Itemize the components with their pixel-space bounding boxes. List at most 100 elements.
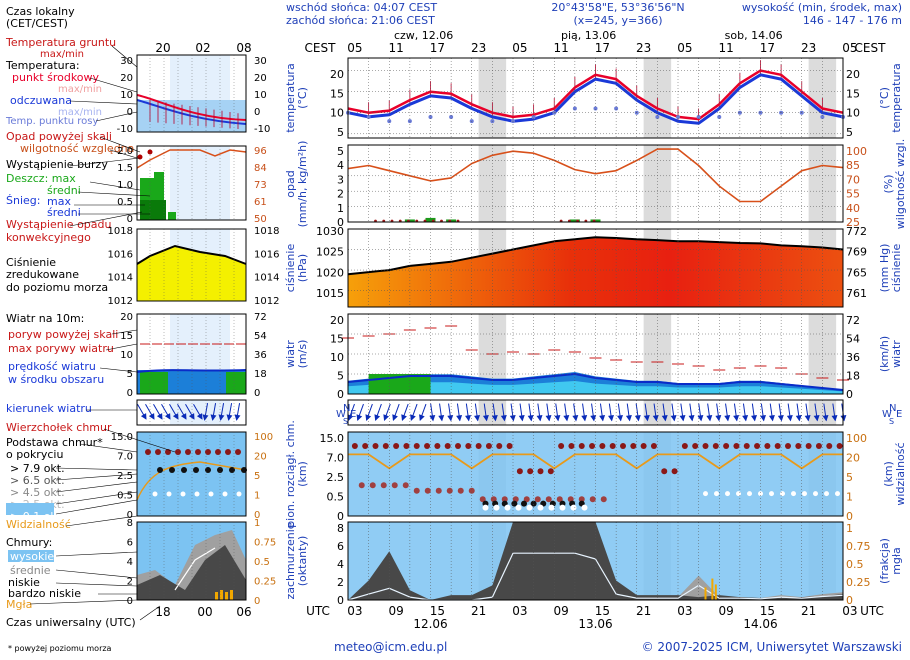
legend-very_low: bardzo niskie [8,587,81,600]
legend-cloud-dot-low [217,467,223,473]
wind-direction-arrow [447,403,454,422]
wind-direction-arrow [643,403,650,422]
legend-tick-right: 18 [254,369,267,380]
legend-tick-left: 2 [127,577,133,588]
cloud-base-dot-high [733,443,740,449]
arrow-head [226,414,233,421]
legend-cloud-dot-low [193,467,199,473]
legend-tick-left: 5 [127,369,133,380]
cloud-base-dot-mid [578,496,585,503]
footnote: * powyżej poziomu morza [8,644,112,653]
legend-frame [136,228,247,302]
legend-leader-line [69,211,143,227]
dew-point [572,106,577,111]
wind-direction-arrow [563,403,570,422]
legend-cloud-dot-thin [236,491,242,497]
legend-tick-left: 0.5 [117,491,133,502]
legend-mid: średnie [10,564,51,577]
arrow-head [661,415,668,422]
legend-night-band [170,400,230,425]
dew-point [593,106,598,111]
wind-direction-arrow [670,403,677,422]
contact-email[interactable]: meteo@icm.edu.pl [334,640,447,654]
legend-max_min: max/min [58,84,102,95]
wind-direction-arrow [356,403,364,421]
legend-tick-left: 1014 [108,273,133,284]
legend-tick-right: 1 [254,518,260,529]
cloud-base-dot-high [496,443,503,449]
utc-hour-tick: 09 [718,604,733,618]
coords-text: 20°43'58"E, 53°36'56"N [551,1,684,14]
utc-hour-tick: 03 [347,604,362,618]
cloud-base-dot-high [516,468,523,475]
y-tick-right: 85 [846,159,860,172]
cloud-base-dot-mid [446,487,453,494]
cloud-base-dot-mid [402,482,409,489]
y-tick-left: 1015 [316,287,344,300]
arrow-head [831,415,838,422]
cloud-base-dot-high [393,443,400,449]
humidity-axis-title-right: (%) wilgotność wzgl. [882,139,907,229]
legend-leader-line [69,100,138,105]
legend-feels: odczuwana [10,94,72,107]
cloud-base-dot-high [774,443,781,449]
arrow-head [581,415,588,422]
legend-wind-arrow [202,403,209,421]
fog-bar [714,584,717,600]
legend-tick-left: 20 [120,73,133,84]
legend-cloud-dot-low [205,467,211,473]
legend-temp_ground: Temperatura gruntu [5,36,116,49]
cloud-base-dot-thin [780,491,785,497]
cloud-base-dot-thin [769,491,774,497]
legend-tick-right: 73 [254,180,267,191]
legend-tick-left: 15.0 [111,432,133,443]
legend-leader-line [29,599,138,605]
axis-title-line: wilgotność wzgl. [894,139,907,229]
legend-tick-left: 0 [127,214,133,225]
legend-temperature: Temperatura: [5,59,80,72]
panel-frame-cloud [347,431,844,517]
legend-tick-right: 5 [254,471,260,482]
legend-cloud-dot [185,449,191,455]
legend-tick-right: 0 [254,107,260,118]
axis-title-line: zachmurzenie [284,522,297,599]
y-tick-left: 6 [337,540,344,553]
y-tick-right: 0.25 [846,576,871,589]
cloud-base-dot-thin [559,504,566,511]
legend-tick-left: 0 [127,510,133,521]
legend-cloud-dot-low [181,467,187,473]
legend-humidity-line [136,149,247,169]
legend-wind-arrow [145,403,155,420]
cloud-base-dot-high [805,443,812,449]
arrow-head [742,415,749,422]
utc-hour-tick: 09 [553,604,568,618]
legend-temp_ground_sub: max/min [40,49,84,60]
altitude-label: wysokość (min, środek, max) [742,1,902,14]
cloud-base-dot-high [815,443,822,449]
legend-tick-right: 0.5 [254,557,270,568]
local-hour-tick: 17 [760,41,775,55]
arrow-head [180,413,187,420]
cloud-base-dot-thin [802,491,807,497]
arrow-head [456,415,463,422]
legend-wind_at: Wiatr na 10m: [6,312,84,325]
octant-axis-title-left: zachmurzenie (oktanty) [284,522,309,599]
y-tick-right: 1 [846,491,853,504]
compass-w: W [336,409,346,420]
utc-hour-tick: 03 [677,604,692,618]
legend-storm: Wystąpienie burzy [6,158,108,171]
local-hour-tick: 23 [471,41,486,55]
arrow-head [768,415,775,422]
local-hour-tick: 11 [553,41,568,55]
y-tick-right: 72 [846,314,860,327]
local-hour-tick: 23 [636,41,651,55]
cloud-base-dot-high [630,443,637,449]
utc-label: UTC [306,604,330,618]
legend-mid_point: punkt środkowy [12,71,100,84]
legend-frame [136,399,247,426]
y-tick-right: 40 [846,202,860,215]
y-tick-right: 5 [846,126,853,139]
axis-title-line: ciśnienie [890,244,903,293]
day-label: sob, 14.06 [725,29,783,42]
legend-wind_area: w środku obszaru [8,373,104,386]
